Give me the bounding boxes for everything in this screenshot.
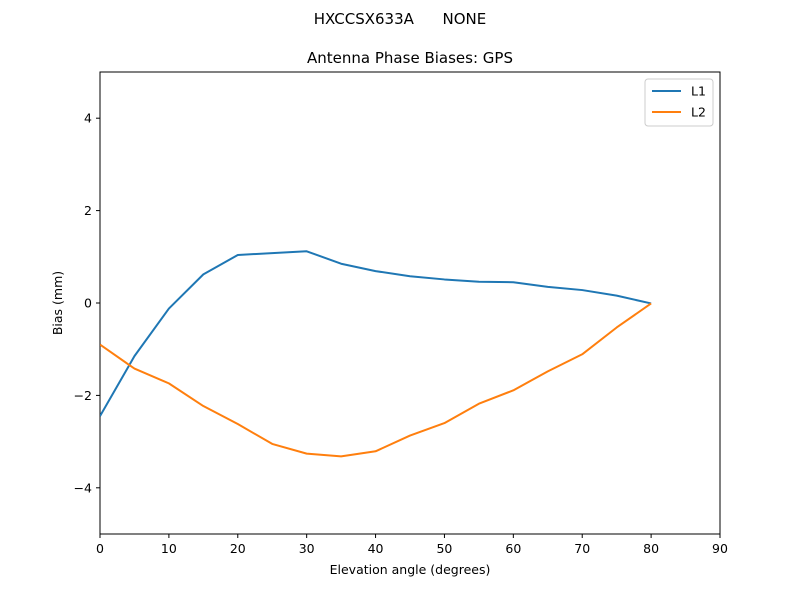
x-tick-label: 20 <box>230 541 246 556</box>
x-tick-label: 90 <box>712 541 728 556</box>
y-tick-label: 4 <box>84 111 92 126</box>
legend-label-l2: L2 <box>691 105 706 120</box>
x-tick-label: 40 <box>368 541 384 556</box>
x-tick-label: 80 <box>643 541 659 556</box>
y-axis-ticks: −4 −2 0 2 4 <box>74 111 100 495</box>
chart-suptitle: HXCCSX633A NONE <box>314 10 486 28</box>
series-line-l2 <box>100 302 652 458</box>
y-tick-label: 2 <box>84 203 92 218</box>
chart-title: Antenna Phase Biases: GPS <box>307 49 513 67</box>
plot-area <box>99 71 721 535</box>
x-tick-label: 50 <box>436 541 452 556</box>
x-tick-label: 10 <box>161 541 177 556</box>
y-tick-label: −2 <box>74 388 92 403</box>
x-tick-label: 70 <box>574 541 590 556</box>
x-tick-label: 0 <box>96 541 104 556</box>
x-axis-ticks: 0 10 20 30 40 50 60 70 80 90 <box>96 534 728 556</box>
series-lines <box>100 250 652 458</box>
x-tick-label: 30 <box>299 541 315 556</box>
x-axis-label: Elevation angle (degrees) <box>330 562 491 577</box>
legend-label-l1: L1 <box>691 84 706 99</box>
y-tick-label: 0 <box>84 296 92 311</box>
plot-frame <box>99 71 721 535</box>
x-tick-label: 60 <box>505 541 521 556</box>
y-tick-label: −4 <box>74 480 92 495</box>
series-line-l1 <box>100 250 652 417</box>
y-axis-label: Bias (mm) <box>50 271 65 335</box>
